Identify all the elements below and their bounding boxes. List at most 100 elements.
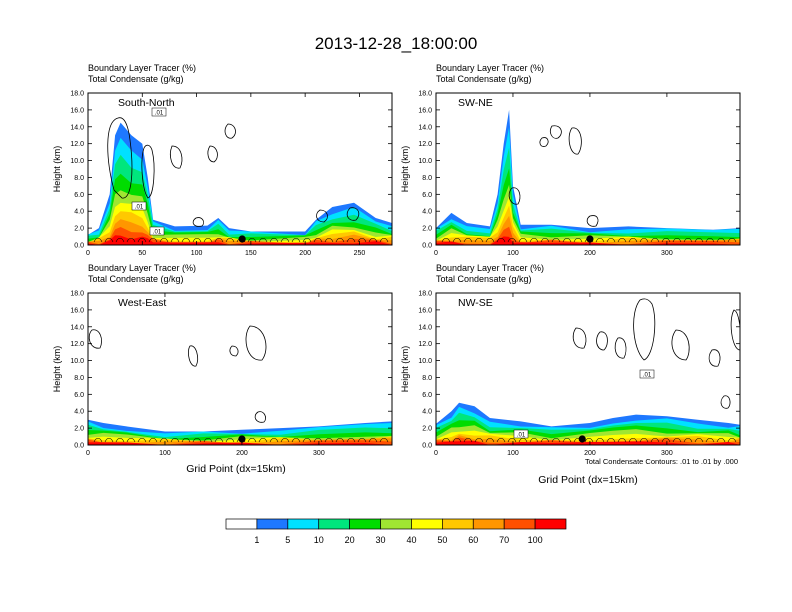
colorbar-swatch <box>225 518 258 530</box>
x-axis-label-right: Grid Point (dx=15km) <box>538 474 638 486</box>
condensate-contour <box>224 123 236 139</box>
tracer-band-100 <box>88 442 392 445</box>
colorbar-label: 20 <box>345 535 355 545</box>
y-tick-label: 0.0 <box>74 443 84 450</box>
condensate-contour <box>207 145 218 163</box>
condensate-contours <box>93 117 389 243</box>
condensate-contour-low <box>93 237 389 243</box>
colorbar: 1 5 10 20 30 40 50 60 70 100 <box>225 518 567 545</box>
condensate-contour <box>192 217 204 227</box>
plot-frame <box>435 292 741 446</box>
y-axis-label: Height (km) <box>400 146 410 193</box>
x-tick-label: 300 <box>661 250 673 257</box>
y-tick-label: 14.0 <box>418 324 432 331</box>
y-tick-label: 6.0 <box>74 392 84 399</box>
condensate-contour <box>596 331 608 351</box>
y-axis-label: Height (km) <box>400 346 410 393</box>
panel-header-condensate: Total Condensate (g/kg) <box>436 74 532 84</box>
y-tick-label: 10.0 <box>70 358 84 365</box>
condensate-contours <box>441 125 737 243</box>
condensate-contour <box>614 337 627 359</box>
condensate-contour <box>141 144 155 199</box>
contour-label-box <box>131 201 147 211</box>
colorbar-swatch <box>503 518 536 530</box>
contour-label-box <box>149 226 165 236</box>
y-tick-label: 8.0 <box>74 175 84 182</box>
panels-group: Boundary Layer Tracer (%)Total Condensat… <box>52 63 741 457</box>
condensate-contour <box>671 329 690 361</box>
condensate-contour <box>316 209 328 223</box>
condensate-contour <box>539 137 549 147</box>
panel-header-condensate: Total Condensate (g/kg) <box>88 74 184 84</box>
condensate-contour <box>88 329 102 349</box>
condensate-contour <box>245 325 267 361</box>
panel-header-tracer: Boundary Layer Tracer (%) <box>88 63 196 73</box>
contour-label: .01 <box>135 205 144 211</box>
contour-label: .01 <box>155 111 164 117</box>
y-tick-label: 10.0 <box>418 158 432 165</box>
plot-frame <box>435 92 741 246</box>
y-tick-label: 2.0 <box>422 426 432 433</box>
y-tick-label: 18.0 <box>418 91 432 98</box>
colorbar-label: 1 <box>254 535 259 545</box>
contour-label: .01 <box>517 433 526 439</box>
y-tick-label: 6.0 <box>422 192 432 199</box>
condensate-contour-low <box>441 437 737 443</box>
panel-3: Boundary Layer Tracer (%)Total Condensat… <box>400 263 741 457</box>
y-tick-label: 2.0 <box>74 226 84 233</box>
contour-label: .01 <box>153 230 162 236</box>
condensate-contour <box>720 395 731 409</box>
y-tick-label: 12.0 <box>70 141 84 148</box>
condensate-contour <box>586 215 599 227</box>
condensate-contour-low <box>441 237 737 243</box>
x-tick-label: 200 <box>299 250 311 257</box>
x-tick-label: 100 <box>507 250 519 257</box>
location-marker <box>586 235 594 243</box>
tracer-band-100 <box>436 236 740 245</box>
condensate-contour-low <box>93 437 389 443</box>
y-tick-label: 6.0 <box>74 192 84 199</box>
x-axis-label-left: Grid Point (dx=15km) <box>186 463 286 475</box>
y-axis-label: Height (km) <box>52 346 62 393</box>
contour-label-box <box>151 107 167 117</box>
x-tick-label: 100 <box>159 450 171 457</box>
plot-frame <box>87 292 393 446</box>
colorbar-swatch <box>411 518 443 530</box>
panel-name: SW-NE <box>458 97 493 109</box>
y-tick-label: 8.0 <box>422 175 432 182</box>
x-tick-label: 50 <box>138 250 146 257</box>
tracer-band-70 <box>436 226 740 245</box>
y-tick-label: 14.0 <box>70 124 84 131</box>
panel-header-condensate: Total Condensate (g/kg) <box>88 274 184 284</box>
tracer-band-100 <box>436 441 740 445</box>
y-tick-label: 4.0 <box>422 409 432 416</box>
colorbar-label: 40 <box>406 535 416 545</box>
y-tick-label: 4.0 <box>422 209 432 216</box>
y-tick-label: 8.0 <box>74 375 84 382</box>
colorbar-swatch <box>287 518 320 530</box>
y-tick-label: 2.0 <box>422 226 432 233</box>
condensate-contour <box>633 298 656 361</box>
tracer-fill <box>436 109 740 245</box>
y-tick-label: 12.0 <box>418 341 432 348</box>
y-tick-label: 12.0 <box>418 141 432 148</box>
tracer-fill <box>436 402 740 445</box>
y-tick-label: 16.0 <box>70 307 84 314</box>
y-tick-label: 2.0 <box>74 426 84 433</box>
colorbar-label: 5 <box>285 535 290 545</box>
colorbar-label: 30 <box>376 535 386 545</box>
x-tick-label: 0 <box>86 250 90 257</box>
x-tick-label: 300 <box>661 450 673 457</box>
colorbar-swatch <box>442 518 474 530</box>
panel-header-condensate: Total Condensate (g/kg) <box>436 274 532 284</box>
x-tick-label: 0 <box>434 450 438 457</box>
y-tick-label: 16.0 <box>70 107 84 114</box>
location-marker <box>238 235 246 243</box>
y-tick-label: 0.0 <box>74 243 84 250</box>
tracer-band-70 <box>88 227 392 245</box>
y-tick-label: 10.0 <box>418 358 432 365</box>
condensate-contour <box>730 309 740 351</box>
x-tick-label: 0 <box>86 450 90 457</box>
tracer-band-1 <box>436 109 740 245</box>
y-tick-label: 16.0 <box>418 307 432 314</box>
